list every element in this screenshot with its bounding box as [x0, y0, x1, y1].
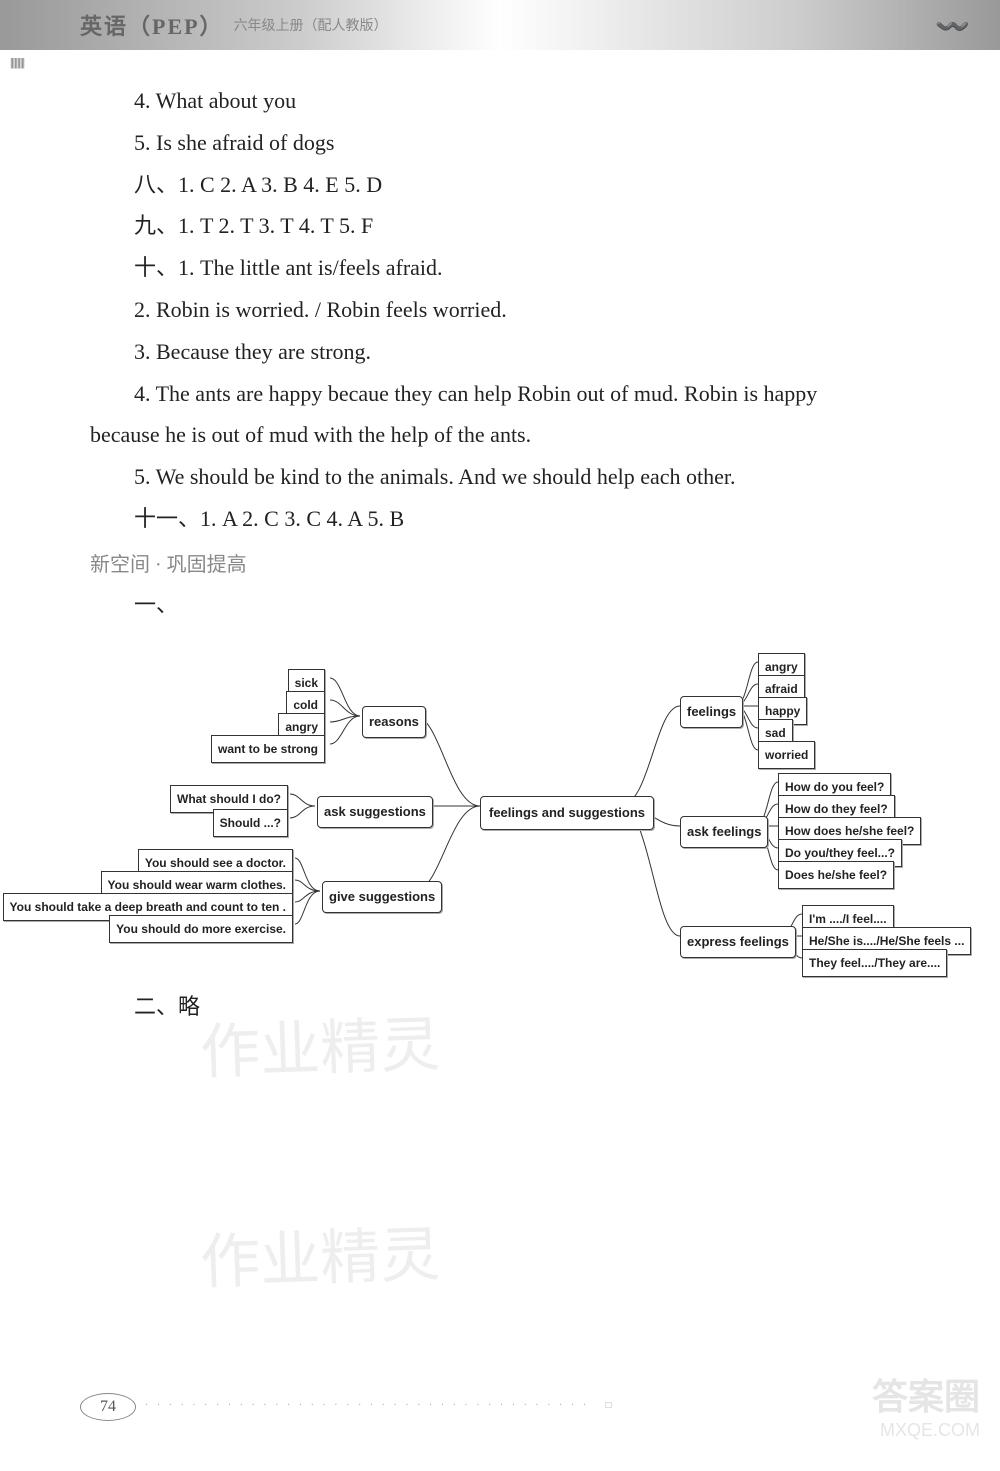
section-9: 九、1. T 2. T 3. T 4. T 5. F [90, 205, 930, 247]
watermark-2: 作业精灵 [199, 1206, 442, 1301]
page-number: 74 [80, 1393, 136, 1421]
leaf-they-feel: They feel..../They are.... [802, 949, 947, 978]
node-express-feelings: express feelings [680, 926, 796, 959]
section-8: 八、1. C 2. A 3. B 4. E 5. D [90, 164, 930, 206]
section-10-2: 2. Robin is worried. / Robin feels worri… [90, 289, 930, 331]
leaf-want-strong: want to be strong [211, 735, 325, 764]
corner-logo: 答案圈 MXQE.COM [872, 1368, 980, 1441]
header-bar: 英语（PEP） 六年级上册（配人教版） [0, 0, 1000, 50]
part-one-label: 一、 [90, 584, 930, 626]
header-title: 英语（PEP） [80, 9, 224, 41]
section-11: 十一、1. A 2. C 3. C 4. A 5. B [90, 498, 930, 540]
node-ask-suggestions: ask suggestions [317, 796, 433, 829]
leaf-worried: worried [758, 741, 815, 770]
section-10-1: 十、1. The little ant is/feels afraid. [90, 247, 930, 289]
leaf-does-heshe: Does he/she feel? [778, 861, 894, 890]
node-center: feelings and suggestions [480, 796, 654, 831]
footer-dots: · · · · · · · · · · · · · · · · · · · · … [145, 1400, 615, 1411]
corner-logo-bottom: MXQE.COM [872, 1420, 980, 1441]
leaf-more-exercise: You should do more exercise. [109, 915, 293, 944]
node-give-suggestions: give suggestions [322, 881, 442, 914]
wing-icon: 〰️ [935, 10, 970, 44]
line-4: 4. What about you [90, 80, 930, 122]
header-subtitle: 六年级上册（配人教版） [234, 15, 388, 35]
part-two-label: 二、略 [90, 986, 930, 1028]
barcode-decoration: |||||||||| [10, 55, 24, 70]
corner-logo-top: 答案圈 [872, 1368, 980, 1420]
section-10-4a: 4. The ants are happy becaue they can he… [90, 373, 930, 415]
mindmap: feelings and suggestions reasons ask sug… [90, 636, 950, 976]
section-10-4b: because he is out of mud with the help o… [90, 414, 930, 456]
section-10-3: 3. Because they are strong. [90, 331, 930, 373]
node-ask-feelings: ask feelings [680, 816, 768, 849]
node-feelings: feelings [680, 696, 743, 729]
content-block: 4. What about you 5. Is she afraid of do… [0, 50, 1000, 1027]
page: 英语（PEP） 六年级上册（配人教版） |||||||||| 〰️ 4. Wha… [0, 0, 1000, 1471]
node-reasons: reasons [362, 706, 426, 739]
leaf-should-q: Should ...? [213, 809, 288, 838]
section-10-5: 5. We should be kind to the animals. And… [90, 456, 930, 498]
line-5: 5. Is she afraid of dogs [90, 122, 930, 164]
section-label: 新空间 · 巩固提高 [90, 546, 930, 584]
